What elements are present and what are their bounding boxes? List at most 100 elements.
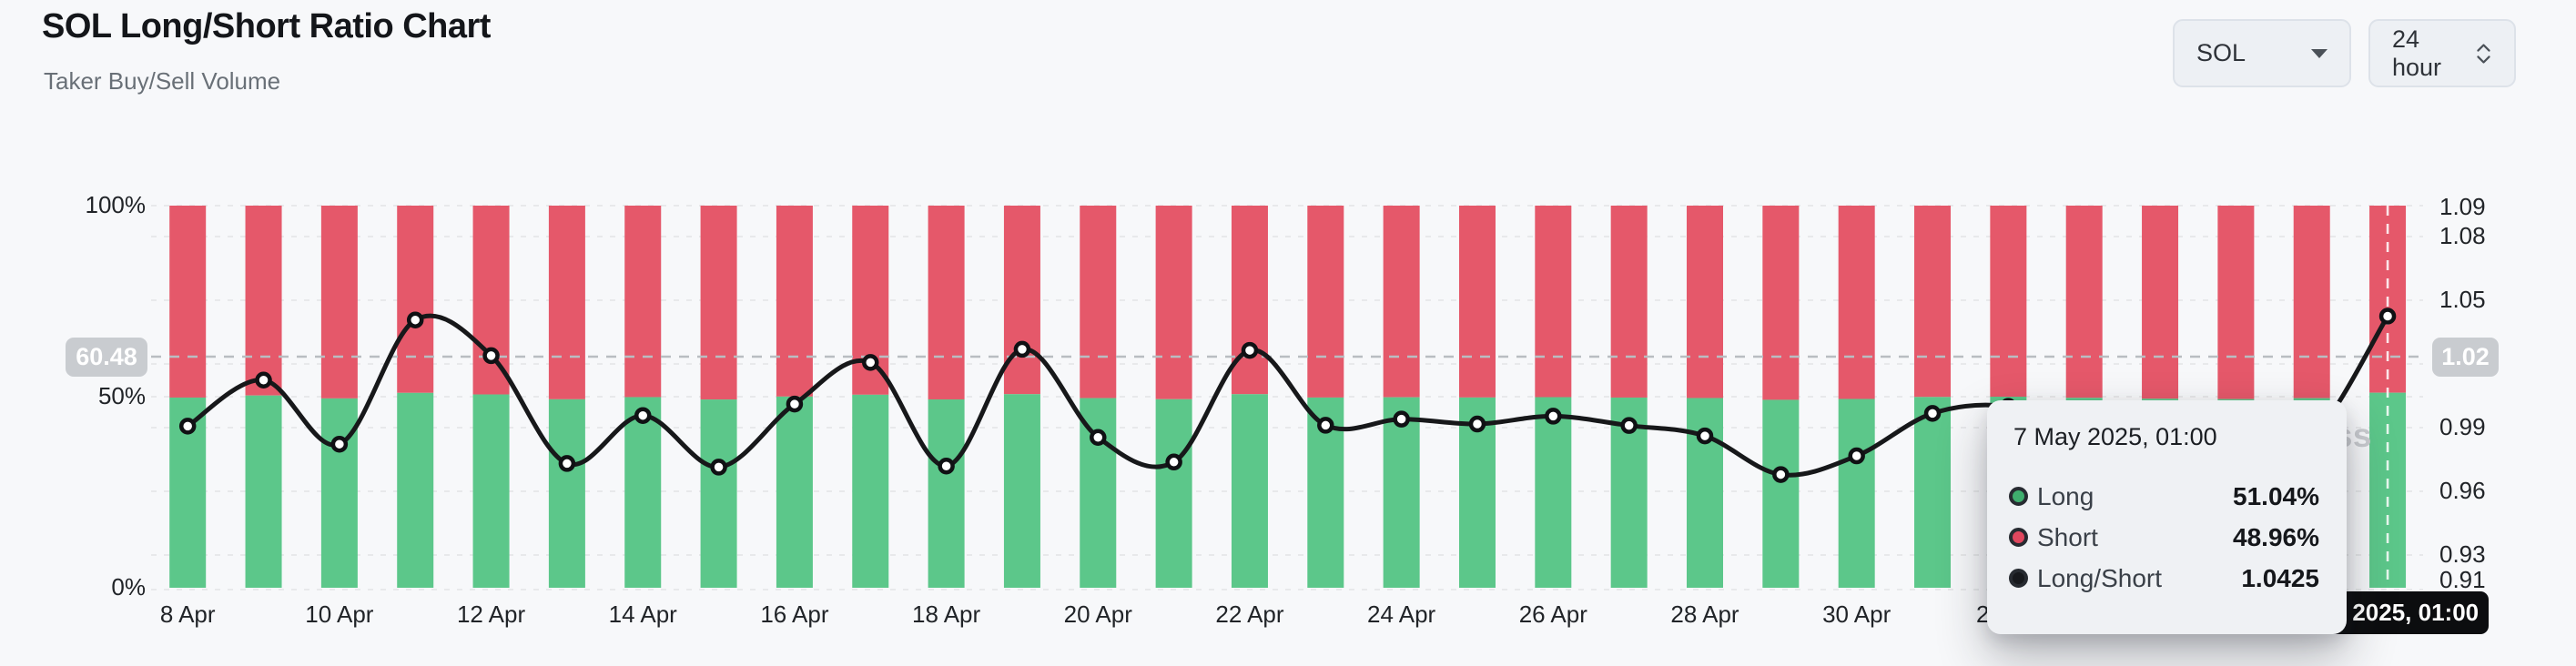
tooltip-row-long: Long 51.04% — [2009, 476, 2319, 517]
short-bar-21 Apr[interactable] — [1155, 206, 1192, 399]
long-bar-17 Apr[interactable] — [852, 394, 889, 588]
long-bar-12 Apr[interactable] — [472, 394, 510, 588]
long-bar-30 Apr[interactable] — [1838, 399, 1875, 588]
left-tick-50%: 50% — [97, 382, 146, 409]
long-bar-19 Apr[interactable] — [1003, 394, 1040, 588]
short-bar-3 May[interactable] — [2065, 206, 2103, 399]
short-bar-25 Apr[interactable] — [1458, 206, 1496, 398]
short-bar-9 Apr[interactable] — [245, 206, 282, 396]
ratio-point-16 Apr[interactable] — [786, 395, 804, 413]
short-bar-27 Apr[interactable] — [1610, 206, 1648, 398]
right-tick-0.93: 0.93 — [2439, 540, 2486, 568]
short-bar-2 May[interactable] — [1990, 206, 2027, 397]
ratio-point-9 Apr[interactable] — [255, 371, 272, 388]
ratio-point-23 Apr[interactable] — [1317, 417, 1334, 434]
right-tick-1.09: 1.09 — [2439, 193, 2486, 220]
interval-select-value: 24 hour — [2392, 25, 2442, 81]
tooltip-row-value: 48.96% — [2233, 522, 2319, 551]
right-tick-0.91: 0.91 — [2439, 566, 2486, 593]
crosshair-right-badge: 1.02 — [2432, 338, 2499, 377]
short-bar-15 Apr[interactable] — [700, 206, 737, 400]
ratio-point-19 Apr[interactable] — [1013, 340, 1031, 358]
long-bar-22 Apr[interactable] — [1231, 394, 1268, 588]
ratio-point-10 Apr[interactable] — [330, 435, 349, 453]
short-bar-6 May[interactable] — [2293, 206, 2330, 399]
short-bar-4 May[interactable] — [2142, 206, 2179, 399]
page-subtitle: Taker Buy/Sell Volume — [44, 67, 281, 95]
page-title: SOL Long/Short Ratio Chart — [42, 7, 491, 45]
x-tick-28 Apr: 28 Apr — [1670, 600, 1739, 628]
ratio-point-18 Apr[interactable] — [938, 457, 955, 475]
short-bar-19 Apr[interactable] — [1003, 206, 1040, 395]
long-bar-10 Apr[interactable] — [320, 398, 358, 588]
ratio-point-20 Apr[interactable] — [1090, 429, 1107, 446]
ratio-point-30 Apr[interactable] — [1848, 447, 1865, 465]
long-bar-1 May[interactable] — [1914, 397, 1952, 588]
ratio-point-24 Apr[interactable] — [1393, 410, 1410, 428]
long-bar-18 Apr[interactable] — [928, 399, 965, 588]
short-bar-24 Apr[interactable] — [1383, 206, 1420, 398]
long-bar-11 Apr[interactable] — [397, 392, 434, 588]
short-bar-28 Apr[interactable] — [1687, 206, 1723, 399]
ratio-point-11 Apr[interactable] — [406, 311, 424, 328]
short-bar-23 Apr[interactable] — [1307, 206, 1344, 398]
ratio-point-14 Apr[interactable] — [634, 407, 652, 424]
short-bar-11 Apr[interactable] — [397, 206, 434, 393]
long-bar-16 Apr[interactable] — [776, 396, 813, 588]
ratio-point-1 May[interactable] — [1923, 405, 1942, 422]
ratio-point-27 Apr[interactable] — [1620, 417, 1638, 434]
tooltip-row-value: 1.0425 — [2241, 563, 2319, 592]
x-tick-24 Apr: 24 Apr — [1367, 600, 1436, 628]
short-bar-20 Apr[interactable] — [1080, 206, 1117, 399]
series-dot-icon — [2009, 569, 2028, 588]
ratio-point-29 Apr[interactable] — [1772, 466, 1790, 483]
coin-select[interactable]: SOL — [2173, 19, 2351, 87]
ratio-point-15 Apr[interactable] — [710, 459, 727, 476]
tooltip-row-long-short: Long/Short 1.0425 — [2009, 558, 2319, 599]
short-bar-1 May[interactable] — [1914, 206, 1952, 398]
long-bar-15 Apr[interactable] — [700, 399, 737, 588]
x-tick-30 Apr: 30 Apr — [1822, 600, 1891, 628]
short-bar-16 Apr[interactable] — [776, 206, 813, 397]
short-bar-13 Apr[interactable] — [548, 206, 585, 399]
short-bar-8 Apr[interactable] — [169, 206, 207, 398]
x-tick-10 Apr: 10 Apr — [305, 600, 374, 628]
long-bar-28 Apr[interactable] — [1687, 398, 1723, 588]
short-bar-5 May[interactable] — [2217, 206, 2255, 399]
caret-down-icon — [2311, 48, 2328, 58]
long-bar-29 Apr[interactable] — [1762, 399, 1800, 588]
short-bar-18 Apr[interactable] — [928, 206, 965, 399]
right-tick-1.05: 1.05 — [2439, 286, 2486, 313]
right-tick-0.96: 0.96 — [2439, 477, 2486, 504]
tooltip-rows: Long 51.04% Short 48.96% Long/Short 1.0425 — [2009, 476, 2319, 599]
ratio-point-25 Apr[interactable] — [1468, 415, 1486, 433]
tooltip-title: 7 May 2025, 01:00 — [2013, 423, 2217, 450]
x-tick-26 Apr: 26 Apr — [1518, 600, 1587, 628]
series-dot-icon — [2009, 528, 2028, 547]
long-bar-24 Apr[interactable] — [1383, 397, 1420, 588]
x-tick-18 Apr: 18 Apr — [912, 600, 981, 628]
ratio-point-7 May[interactable] — [2378, 308, 2397, 325]
ratio-point-8 Apr[interactable] — [178, 418, 197, 435]
short-bar-14 Apr[interactable] — [624, 206, 662, 398]
short-bar-22 Apr[interactable] — [1231, 206, 1268, 395]
ratio-point-17 Apr[interactable] — [862, 354, 879, 371]
short-bar-26 Apr[interactable] — [1535, 206, 1572, 398]
long-bar-26 Apr[interactable] — [1535, 397, 1572, 588]
short-bar-29 Apr[interactable] — [1762, 206, 1800, 400]
ratio-point-26 Apr[interactable] — [1545, 408, 1562, 425]
long-bar-13 Apr[interactable] — [548, 399, 585, 588]
interval-select[interactable]: 24 hour — [2368, 19, 2516, 87]
short-bar-10 Apr[interactable] — [320, 206, 358, 399]
long-bar-9 Apr[interactable] — [245, 395, 282, 588]
ratio-point-13 Apr[interactable] — [558, 455, 576, 472]
ratio-point-22 Apr[interactable] — [1241, 341, 1259, 359]
short-bar-12 Apr[interactable] — [472, 206, 510, 395]
ratio-point-21 Apr[interactable] — [1165, 453, 1182, 471]
ratio-point-28 Apr[interactable] — [1696, 427, 1714, 445]
short-bar-30 Apr[interactable] — [1838, 206, 1875, 399]
long-bar-14 Apr[interactable] — [624, 397, 662, 588]
long-bar-21 Apr[interactable] — [1155, 399, 1192, 588]
ratio-point-12 Apr[interactable] — [482, 347, 500, 365]
x-tick-12 Apr: 12 Apr — [456, 600, 526, 628]
